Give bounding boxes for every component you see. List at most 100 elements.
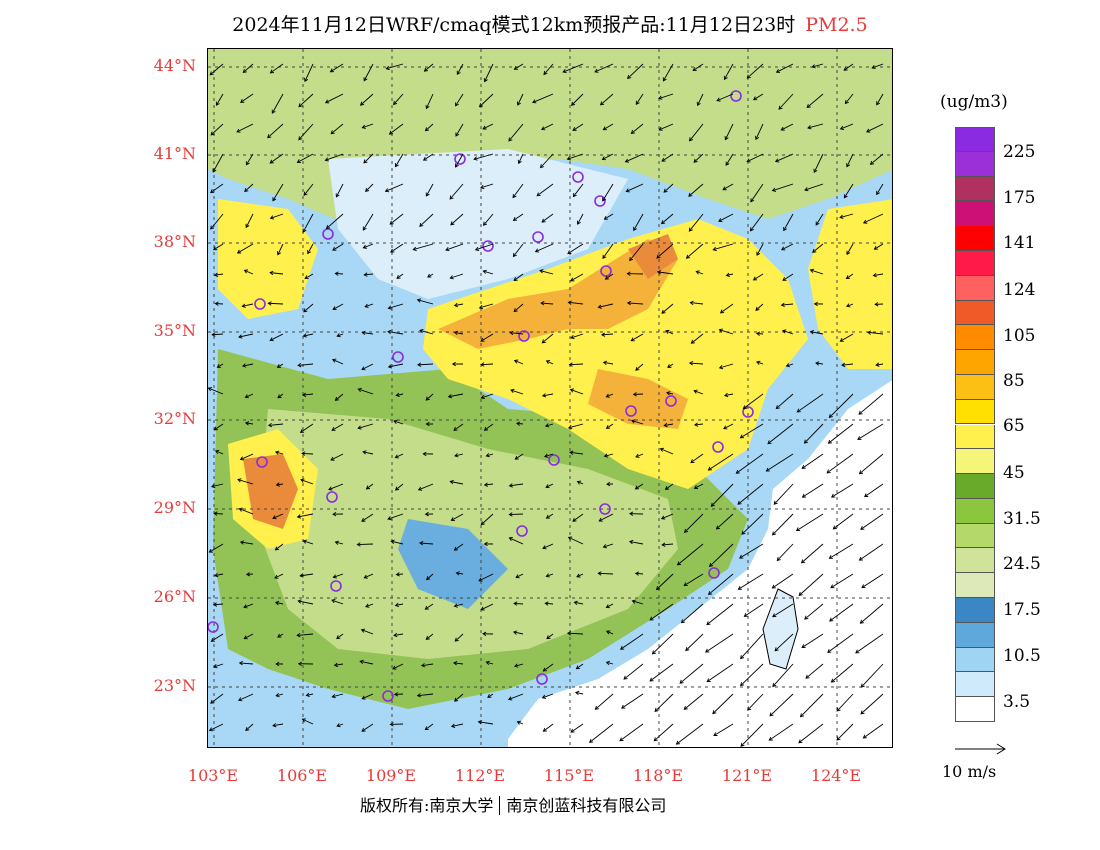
wind-arrow: [756, 243, 764, 256]
wind-arrow: [513, 359, 524, 365]
wind-arrow: [800, 543, 824, 564]
wind-arrow: [384, 183, 404, 193]
clean-region-north: [328, 149, 628, 299]
wind-arrow: [603, 453, 614, 458]
wind-arrow: [860, 693, 884, 715]
wind-arrow: [393, 692, 404, 697]
wind-arrow: [635, 453, 644, 458]
wind-arrow: [588, 723, 614, 743]
wind-arrow: [570, 273, 584, 282]
taiwan: [762, 588, 799, 670]
city-marker: [382, 690, 394, 702]
wind-arrow: [508, 123, 524, 142]
legend-label: 24.5: [1003, 554, 1041, 574]
wind-arrow: [363, 573, 374, 579]
wind-arrow: [485, 453, 494, 458]
wind-arrow: [302, 213, 314, 233]
wind-arrow: [422, 451, 434, 457]
wind-arrow: [480, 393, 494, 400]
wind-arrow: [330, 453, 344, 461]
wind-arrow: [830, 483, 854, 498]
wind-arrow: [855, 633, 884, 654]
wind-arrow: [718, 213, 734, 222]
wind-arrow: [605, 423, 614, 429]
lon-label: 112°E: [454, 766, 506, 785]
wind-arrow: [841, 362, 854, 368]
wind-arrow: [238, 507, 254, 515]
wind-arrow: [873, 243, 884, 250]
wind-arrow: [269, 63, 284, 74]
wind-arrow: [651, 633, 674, 655]
city-marker: [708, 567, 720, 579]
wind-arrow: [300, 478, 314, 485]
lat-label: 26°N: [153, 587, 196, 606]
wind-arrow: [301, 392, 314, 397]
wind-arrow: [813, 153, 824, 174]
legend-label: 65: [1003, 416, 1025, 436]
wind-arrow: [245, 723, 254, 732]
wind-arrow: [275, 692, 284, 698]
legend-label: 175: [1003, 188, 1036, 208]
wind-arrow: [477, 720, 494, 725]
wind-arrow: [683, 693, 704, 710]
wind-arrow: [483, 423, 494, 431]
wind-arrow: [656, 243, 674, 259]
wind-arrow: [722, 183, 734, 191]
wind-arrow: [389, 213, 404, 225]
wind-arrow: [361, 723, 374, 732]
wind-arrow: [363, 272, 374, 277]
wind-arrow: [632, 392, 644, 397]
wind-arrow: [512, 630, 524, 635]
wind-arrow: [795, 513, 824, 532]
lat-label: 38°N: [153, 232, 196, 251]
wind-arrow: [688, 361, 704, 366]
copyright: 版权所有:南京大学 南京创蓝科技有限公司: [360, 792, 672, 816]
legend-swatch: [955, 672, 995, 698]
wind-arrow: [631, 599, 644, 605]
wind-arrow: [627, 63, 644, 80]
wind-arrow: [543, 63, 554, 76]
wind-arrow: [362, 213, 374, 231]
wind-arrow: [633, 213, 644, 232]
wind-arrow: [755, 303, 764, 311]
lat-label: 35°N: [153, 321, 196, 340]
wind-arrow: [830, 573, 854, 589]
wind-arrow: [625, 183, 644, 193]
wind-arrow: [393, 632, 404, 638]
wind-arrow: [811, 63, 824, 69]
wind-arrow: [782, 273, 794, 281]
wind-arrow: [813, 301, 824, 307]
wind-arrow: [239, 453, 254, 461]
wind-arrow: [724, 123, 734, 141]
wind-arrow: [689, 123, 704, 142]
lon-label: 124°E: [810, 766, 862, 785]
wind-arrow: [483, 213, 494, 226]
wind-arrow: [296, 153, 314, 164]
wind-arrow: [725, 153, 734, 166]
legend-label: 10.5: [1003, 646, 1041, 666]
wind-arrow: [277, 393, 284, 399]
wind-arrow: [723, 63, 734, 81]
wind-arrow: [210, 183, 224, 194]
wind-arrow: [513, 273, 524, 281]
wind-arrow: [214, 301, 224, 306]
wind-arrow: [656, 270, 674, 275]
wind-arrow: [542, 543, 554, 550]
wind-arrow: [277, 243, 284, 256]
wind-arrow: [815, 213, 824, 226]
wind-arrow: [869, 153, 884, 165]
wind-arrow: [666, 391, 674, 396]
legend-swatch: [955, 498, 995, 524]
wind-arrow: [324, 93, 344, 104]
lon-label: 106°E: [276, 766, 328, 785]
wind-arrow: [297, 599, 314, 605]
wind-arrow: [862, 213, 884, 224]
wind-arrow: [244, 421, 254, 426]
wind-arrow: [487, 693, 494, 698]
wind-arrow: [425, 393, 434, 401]
wind-arrow: [269, 153, 284, 164]
wind-arrow: [602, 123, 614, 131]
wind-arrow: [515, 573, 524, 579]
city-marker: [532, 231, 544, 243]
wind-arrow: [296, 513, 314, 519]
